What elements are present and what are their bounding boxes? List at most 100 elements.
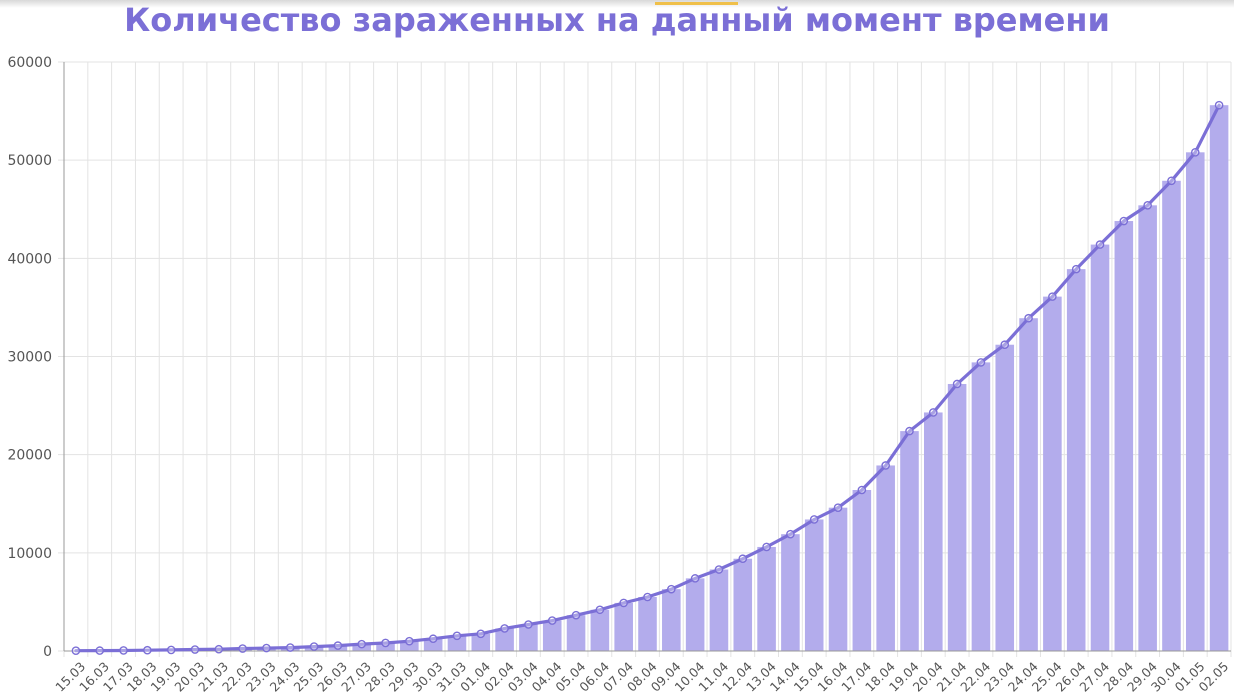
- bar: [495, 628, 514, 651]
- line-point: [809, 515, 819, 524]
- bar: [400, 641, 419, 651]
- bar: [280, 647, 300, 651]
- bar: [804, 519, 824, 651]
- y-tick-label: 50000: [7, 153, 52, 169]
- line-point: [976, 358, 986, 367]
- chart-title: Количество зараженных на данный момент в…: [124, 1, 1110, 39]
- bar: [733, 558, 753, 651]
- line-layer: [71, 100, 1224, 656]
- bar: [1162, 180, 1181, 651]
- bar: [1019, 318, 1038, 651]
- bar: [519, 624, 538, 651]
- bar: [876, 465, 895, 651]
- line-point: [238, 644, 247, 653]
- bar: [971, 362, 991, 651]
- bar: [852, 490, 872, 651]
- line-point: [190, 645, 200, 654]
- line-point: [1143, 201, 1152, 210]
- line-point: [952, 379, 962, 389]
- y-tick-label: 30000: [7, 350, 52, 366]
- line-point: [309, 642, 319, 651]
- line-point: [643, 592, 652, 602]
- bar: [1043, 296, 1062, 651]
- line-point: [476, 629, 486, 639]
- bar: [947, 383, 967, 651]
- line-point: [619, 598, 628, 608]
- line-point: [119, 646, 128, 655]
- line-point: [166, 645, 176, 655]
- line-point: [357, 639, 367, 649]
- line-point: [571, 610, 581, 620]
- bar: [757, 546, 776, 651]
- bar: [924, 412, 943, 651]
- line-point: [333, 641, 343, 650]
- line-point: [1167, 176, 1176, 186]
- line-point: [285, 643, 295, 652]
- line-point: [405, 636, 414, 646]
- top-shadow-strip: [0, 0, 1234, 8]
- bar: [662, 589, 681, 651]
- y-tick-label: 10000: [7, 546, 52, 562]
- top-accent-bar: [655, 2, 738, 5]
- line-point: [762, 542, 771, 552]
- line-point: [833, 503, 843, 512]
- line-point: [714, 565, 724, 574]
- y-tick-label: 40000: [7, 251, 52, 267]
- line-point: [214, 644, 224, 654]
- line-point: [95, 646, 105, 655]
- line-point: [667, 584, 676, 594]
- line-point: [1000, 340, 1010, 350]
- line-point: [1214, 100, 1224, 110]
- y-tick-label: 0: [43, 644, 52, 660]
- line-point: [500, 624, 509, 633]
- bar: [328, 645, 348, 651]
- y-tick-label: 60000: [7, 55, 52, 71]
- line-point: [738, 554, 748, 564]
- line-point: [143, 645, 152, 655]
- series-line: [74, 103, 1221, 653]
- bar: [709, 569, 729, 651]
- line-point: [690, 574, 700, 583]
- axis-layer: [63, 62, 1231, 652]
- line-point: [1048, 292, 1057, 301]
- bar: [1209, 105, 1229, 651]
- bar: [471, 633, 491, 651]
- bar: [542, 620, 562, 651]
- line-point: [381, 638, 390, 648]
- bar-layer: [66, 105, 1229, 651]
- bar: [1138, 205, 1157, 651]
- line-point: [786, 529, 795, 539]
- bar: [995, 344, 1015, 651]
- bar: [304, 646, 324, 651]
- bar: [1185, 152, 1205, 651]
- bar: [423, 638, 443, 651]
- bar: [614, 602, 633, 651]
- line-point: [881, 461, 890, 470]
- bar: [781, 534, 800, 651]
- line-point: [71, 646, 81, 656]
- bar: [828, 507, 848, 651]
- bar: [1066, 269, 1086, 651]
- line-point: [1024, 313, 1033, 323]
- line-point: [1095, 240, 1105, 249]
- bar: [900, 431, 919, 651]
- bar: [566, 615, 586, 651]
- line-point: [857, 485, 867, 495]
- bar: [685, 578, 705, 651]
- line-point: [524, 620, 533, 629]
- line-point: [1119, 216, 1129, 226]
- line-point: [928, 408, 938, 417]
- bar: [638, 597, 657, 651]
- line-point: [1190, 148, 1200, 157]
- line-point: [595, 605, 605, 615]
- line-point: [452, 631, 462, 641]
- bar: [447, 635, 467, 651]
- y-tick-label: 20000: [7, 448, 52, 464]
- bar: [1090, 244, 1110, 651]
- line-point: [262, 643, 271, 653]
- line-point: [1071, 264, 1081, 274]
- line-point: [547, 616, 557, 625]
- line-point: [428, 634, 438, 644]
- line-point: [905, 426, 914, 436]
